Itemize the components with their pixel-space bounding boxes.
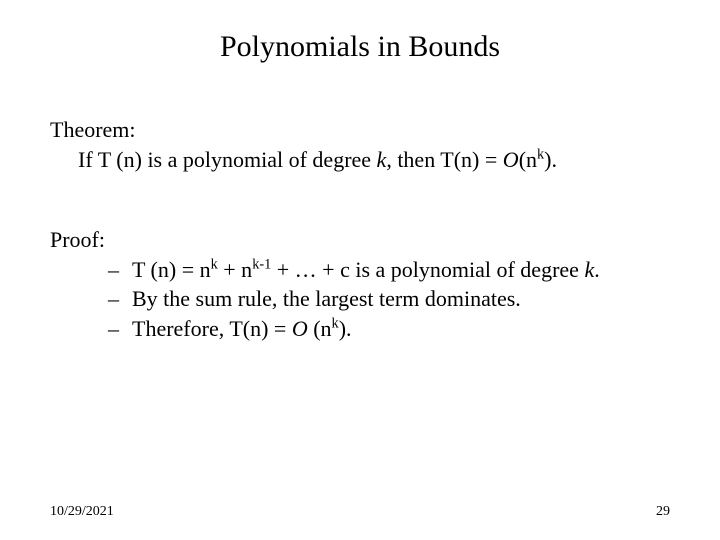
footer-page: 29 — [656, 504, 670, 520]
proof3-c: ). — [339, 316, 352, 341]
proof-list: T (n) = nk + nk-1 + … + c is a polynomia… — [50, 255, 670, 344]
theorem-text-prefix: If T (n) is a polynomial of degree — [78, 147, 377, 172]
footer-date: 10/29/2021 — [50, 504, 114, 520]
proof1-s2: k-1 — [252, 256, 271, 272]
proof-block: Proof: T (n) = nk + nk-1 + … + c is a po… — [50, 225, 670, 344]
proof1-d: . — [594, 257, 600, 282]
theorem-heading: Theorem: — [50, 115, 670, 145]
theorem-k: k — [377, 147, 387, 172]
proof1-a: T (n) = n — [132, 257, 211, 282]
theorem-paren-open: (n — [519, 147, 537, 172]
proof1-s1: k — [211, 256, 218, 272]
proof1-b: + n — [218, 257, 252, 282]
theorem-text-mid: , then T(n) = — [386, 147, 502, 172]
proof-item-2: By the sum rule, the largest term domina… — [108, 284, 670, 314]
slide-title: Polynomials in Bounds — [0, 30, 720, 64]
theorem-bigO: O — [503, 147, 519, 172]
proof1-k: k — [584, 257, 594, 282]
proof-heading: Proof: — [50, 225, 670, 255]
proof3-b: (n — [308, 316, 332, 341]
theorem-block: Theorem: If T (n) is a polynomial of deg… — [50, 115, 670, 174]
proof3-supk: k — [332, 316, 339, 332]
theorem-paren-close: ). — [544, 147, 557, 172]
proof1-c: + … + c is a polynomial of degree — [271, 257, 584, 282]
theorem-statement: If T (n) is a polynomial of degree k, th… — [78, 145, 670, 175]
proof-item-1: T (n) = nk + nk-1 + … + c is a polynomia… — [108, 255, 670, 285]
proof-item-3: Therefore, T(n) = O (nk). — [108, 314, 670, 344]
slide: Polynomials in Bounds Theorem: If T (n) … — [0, 0, 720, 540]
proof3-a: Therefore, T(n) = — [132, 316, 292, 341]
proof3-bigO: O — [292, 316, 308, 341]
